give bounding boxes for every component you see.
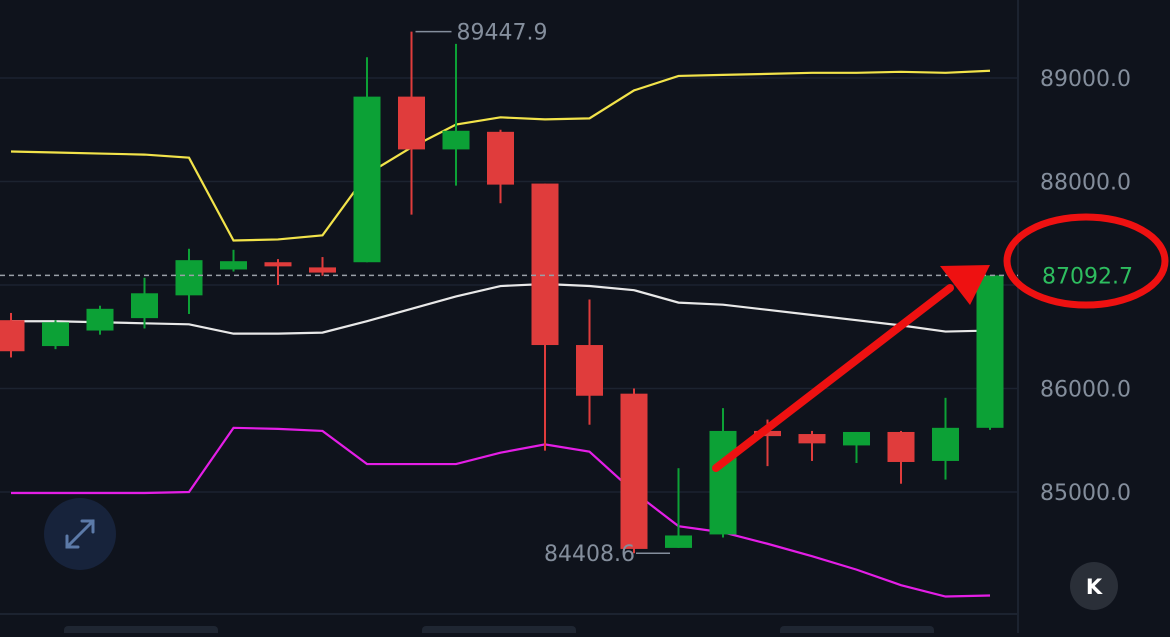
extreme-markers: 89447.9 84408.6 [415, 21, 670, 567]
candle [709, 408, 737, 538]
candle-body [0, 320, 25, 352]
candle [86, 305, 114, 335]
candle [620, 388, 648, 554]
candle-body [576, 345, 603, 396]
candle-body [665, 535, 692, 548]
candle-body [175, 260, 203, 296]
candle [976, 275, 1004, 430]
collapse-button-bg[interactable] [1070, 562, 1118, 610]
candle [843, 431, 870, 464]
candles [0, 31, 1004, 554]
candle-body [131, 293, 158, 319]
collapse-left-icon: K [1086, 575, 1103, 599]
candle [487, 129, 514, 204]
candle-body [220, 261, 247, 270]
candle [264, 259, 292, 285]
candle-body [620, 393, 648, 549]
time-label-2 [422, 626, 576, 637]
upward-arrow-head [940, 265, 990, 305]
candle-body [798, 434, 826, 444]
high-price-label: 89447.9 [457, 21, 548, 46]
price-tick-label: 85000.0 [1040, 481, 1131, 506]
expand-arrows-icon [65, 519, 95, 549]
candle [353, 57, 381, 263]
candle [398, 31, 425, 215]
candle-body [353, 96, 381, 263]
candle-body [932, 427, 959, 461]
candle [576, 299, 603, 425]
middle-band-line [11, 282, 991, 335]
candle [798, 430, 826, 461]
candle [887, 430, 915, 484]
candle-body [754, 430, 781, 437]
candle [665, 468, 692, 548]
candle [932, 397, 959, 480]
candle [309, 257, 336, 276]
candle-body [398, 96, 425, 150]
candle [131, 277, 158, 329]
price-tick-label: 89000.0 [1040, 67, 1131, 92]
lower-band-line [11, 426, 991, 598]
candle-body [42, 322, 69, 347]
time-label-1 [64, 626, 218, 637]
candle-body [86, 308, 114, 331]
price-axis: 89000.0 88000.0 86000.0 85000.0 [1040, 67, 1131, 506]
candle-body [843, 431, 870, 446]
candle-body [531, 183, 559, 346]
time-axis [64, 626, 934, 637]
price-tick-label: 88000.0 [1040, 171, 1131, 196]
candle [175, 248, 203, 314]
upward-arrow-shaft [712, 284, 954, 472]
time-label-3 [780, 626, 934, 637]
candle-body [487, 131, 514, 185]
candle-body [264, 262, 292, 267]
upper-band-line [10, 69, 991, 242]
current-price-circle [1003, 213, 1169, 309]
expand-button[interactable] [44, 498, 116, 570]
price-tick-label: 86000.0 [1040, 378, 1131, 403]
candle [0, 312, 25, 358]
candle-body [976, 275, 1004, 428]
current-price-label: 87092.7 [1042, 264, 1133, 289]
candle [442, 43, 470, 186]
candle [220, 249, 247, 272]
candle-body [709, 430, 737, 535]
candle [531, 183, 559, 451]
collapse-button[interactable]: K [1070, 562, 1118, 610]
low-price-label: 84408.6 [544, 542, 635, 567]
bollinger-bands [10, 69, 991, 598]
candle-body [887, 431, 915, 462]
candle [42, 320, 69, 350]
annotation-overlay [712, 213, 1169, 472]
candle-body [442, 130, 470, 150]
candle-body [309, 267, 336, 273]
